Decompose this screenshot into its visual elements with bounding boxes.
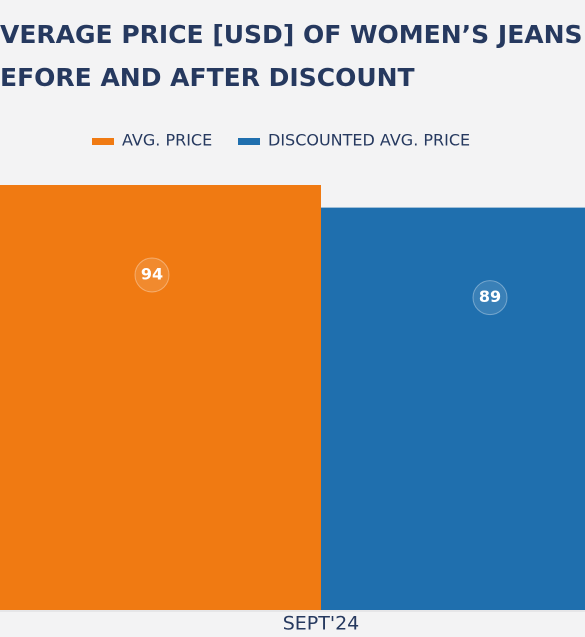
value-label: 94 bbox=[141, 265, 163, 284]
legend-label: AVG. PRICE bbox=[122, 131, 212, 150]
legend-swatch bbox=[238, 138, 260, 145]
legend-label: DISCOUNTED AVG. PRICE bbox=[268, 131, 470, 150]
value-label-bg bbox=[134, 257, 170, 293]
x-tick-label: SEPT'24 bbox=[283, 613, 360, 635]
chart-title-line: VERAGE PRICE [USD] OF WOMEN’S JEANS ST bbox=[0, 20, 585, 49]
value-label: 89 bbox=[479, 287, 501, 306]
bar bbox=[321, 207, 585, 610]
legend-swatch bbox=[92, 138, 114, 145]
bar bbox=[0, 185, 321, 610]
chart-title-line: EFORE AND AFTER DISCOUNT bbox=[0, 63, 415, 92]
value-label-bg bbox=[472, 280, 508, 316]
